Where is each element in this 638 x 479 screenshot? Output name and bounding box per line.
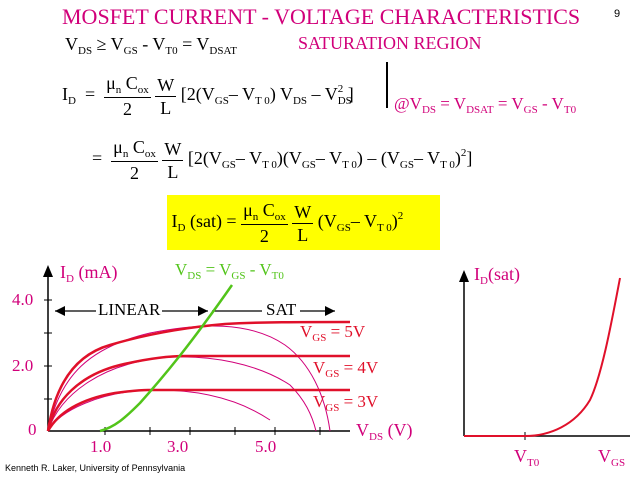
vgs3-curve <box>46 388 350 432</box>
vgs3-model-curve <box>47 389 271 432</box>
id-axis-label: ID (mA) <box>60 262 118 285</box>
idsat-vgs-plot <box>459 270 630 440</box>
region-label: SATURATION REGION <box>298 33 482 53</box>
slide-title: MOSFET CURRENT - VOLTAGE CHARACTERISTICS <box>62 4 581 29</box>
saturation-condition: VDS ≥ VGS - VT0 = VDSAT <box>65 34 237 57</box>
evaluation-bar <box>386 62 388 108</box>
vgs3-label: VGS = 3V <box>313 392 379 414</box>
y-tick-4: 4.0 <box>12 290 34 309</box>
saturation-boundary <box>99 284 234 433</box>
author-credit: Kenneth R. Laker, University of Pennsylv… <box>5 463 186 473</box>
x-tick-5: 5.0 <box>255 437 277 456</box>
vgs4-curve <box>46 354 350 432</box>
y-axis-arrow <box>43 265 53 277</box>
vgs-axis-label: VGS <box>598 446 626 469</box>
sat-label: SAT <box>262 300 301 320</box>
y-tick-0: 0 <box>28 420 37 439</box>
linear-label: LINEAR <box>96 300 163 320</box>
vgs4-model-curve <box>47 356 317 432</box>
idsat-curve <box>524 277 621 437</box>
page-number: 9 <box>614 8 621 20</box>
vgs4-label: VGS = 4V <box>313 358 379 380</box>
x-tick-1: 1.0 <box>90 437 112 456</box>
x-tick-3: 3.0 <box>167 437 189 456</box>
evaluation-condition: @VDS = VDSAT = VGS - VT0 <box>394 94 577 116</box>
boundary-label: VDS = VGS - VT0 <box>175 260 284 282</box>
mobility-fraction: μn Cox 2 <box>104 73 151 119</box>
vgs5-curve <box>46 320 351 432</box>
vds-axis-label: VDS (V) <box>356 420 413 443</box>
vgs5-label: VGS = 5V <box>300 322 366 344</box>
y-tick-2: 2.0 <box>12 356 34 375</box>
idsat-axis-label: ID(sat) <box>474 264 520 287</box>
vt0-label: VT0 <box>514 446 540 469</box>
